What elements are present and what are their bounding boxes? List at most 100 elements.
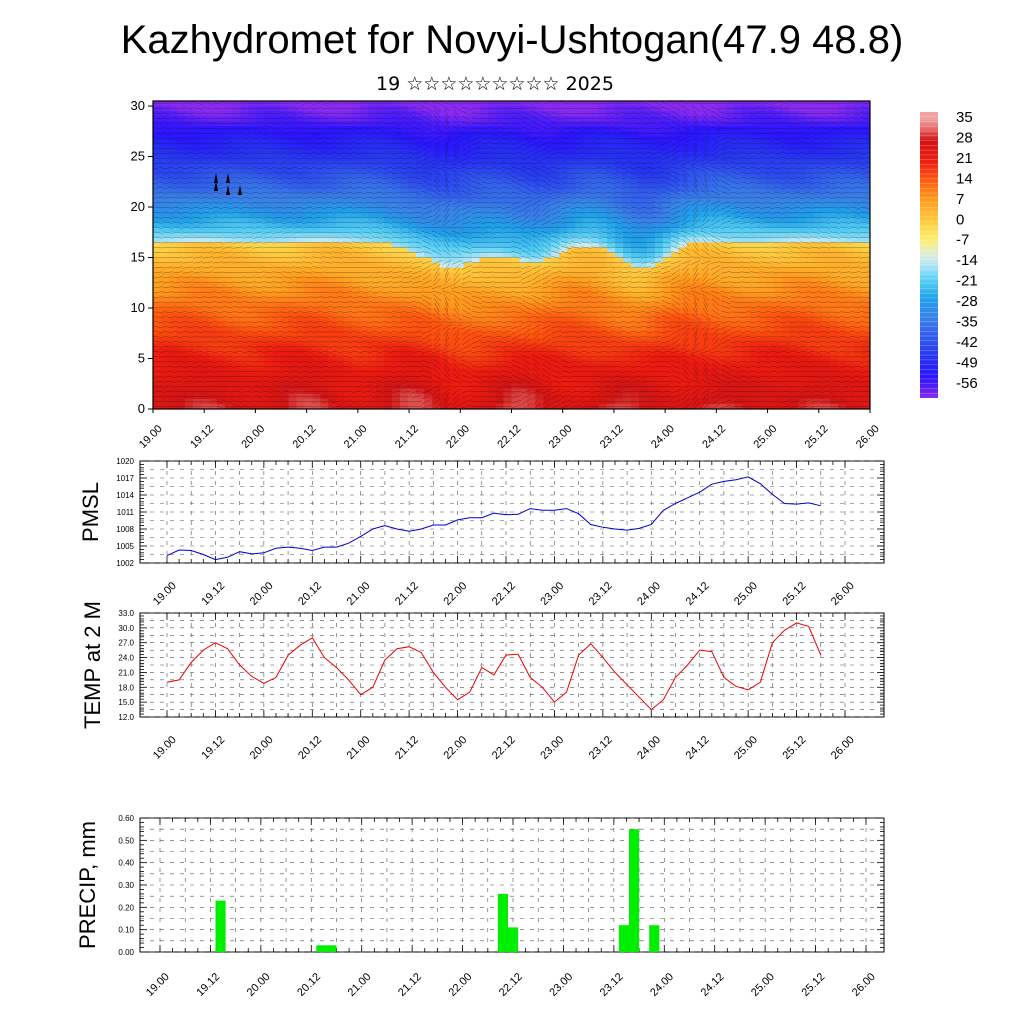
- heatmap-cell: [248, 227, 258, 233]
- heatmap-cell: [694, 287, 704, 294]
- heatmap-cell: [599, 272, 608, 279]
- heatmap-cell: [623, 101, 632, 107]
- heatmap-cell: [384, 318, 393, 324]
- heatmap-cell: [654, 313, 664, 319]
- heatmap-cell: [153, 308, 162, 314]
- heatmap-cell: [415, 131, 425, 137]
- heatmap-cell: [646, 201, 656, 208]
- heatmap-cell: [734, 101, 744, 107]
- heatmap-cell: [399, 136, 409, 142]
- heatmap-cell: [599, 247, 608, 254]
- heatmap-cell: [790, 323, 799, 329]
- heatmap-cell: [519, 338, 529, 344]
- heatmap-cell: [392, 348, 401, 355]
- heatmap-cell: [822, 282, 831, 289]
- heatmap-cell: [567, 297, 576, 304]
- heatmap-cell: [511, 323, 521, 329]
- heatmap-cell: [583, 126, 592, 132]
- heatmap-cell: [455, 313, 465, 319]
- heatmap-cell: [256, 287, 266, 294]
- heatmap-cell: [376, 363, 385, 370]
- heatmap-cell: [256, 368, 266, 375]
- heatmap-cell: [519, 227, 529, 233]
- heatmap-cell: [360, 237, 369, 243]
- heatmap-cell: [447, 277, 457, 284]
- heatmap-cell: [670, 217, 680, 223]
- heatmap-cell: [686, 363, 696, 370]
- heatmap-cell: [503, 222, 513, 228]
- heatmap-cell: [328, 323, 337, 329]
- heatmap-cell: [376, 247, 385, 254]
- heatmap-cell: [615, 217, 624, 223]
- heatmap-cell: [814, 252, 823, 259]
- heatmap-cell: [216, 121, 226, 127]
- heatmap-cell: [455, 186, 465, 193]
- heatmap-cell: [575, 287, 584, 294]
- heatmap-cell: [224, 262, 234, 269]
- heatmap-cell: [750, 252, 760, 259]
- heatmap-cell: [439, 171, 449, 178]
- heatmap-cell: [726, 318, 736, 324]
- heatmap-cell: [822, 308, 831, 314]
- heatmap-cell: [718, 333, 728, 339]
- heatmap-cell: [638, 222, 648, 228]
- heatmap-cell: [599, 313, 608, 319]
- heatmap-cell: [495, 302, 505, 309]
- heatmap-cell: [447, 207, 457, 213]
- heatmap-cell: [726, 252, 736, 259]
- heatmap-cell: [591, 222, 600, 228]
- heatmap-cell: [240, 222, 250, 228]
- heatmap-cell: [200, 287, 210, 294]
- heatmap-cell: [216, 338, 226, 344]
- heatmap-cell: [806, 368, 815, 375]
- heatmap-cell: [153, 297, 162, 304]
- heatmap-cell: [479, 257, 489, 264]
- heatmap-cell: [734, 272, 744, 279]
- heatmap-cell: [646, 101, 656, 107]
- heatmap-cell: [551, 191, 560, 198]
- heatmap-cell: [224, 282, 234, 289]
- heatmap-cell: [304, 282, 313, 289]
- heatmap-cell: [646, 287, 656, 294]
- heatmap-cell: [575, 161, 584, 168]
- heatmap-cell: [615, 272, 624, 279]
- heatmap-cell: [368, 242, 377, 249]
- heatmap-cell: [846, 313, 855, 319]
- heatmap-cell: [447, 272, 457, 279]
- heatmap-cell: [336, 217, 345, 223]
- heatmap-cell: [272, 101, 282, 107]
- heatmap-cell: [814, 196, 823, 203]
- heatmap-cell: [184, 308, 194, 314]
- heatmap-cell: [160, 136, 170, 142]
- heatmap-cell: [415, 247, 425, 254]
- heatmap-cell: [360, 217, 369, 223]
- heatmap-cell: [352, 111, 361, 117]
- heatmap-cell: [511, 106, 521, 112]
- heatmap-cell: [352, 257, 361, 264]
- heatmap-cell: [384, 358, 393, 365]
- heatmap-cell: [463, 237, 473, 243]
- heatmap-cell: [575, 302, 584, 309]
- heatmap-cell: [694, 333, 704, 339]
- heatmap-cell: [710, 212, 720, 218]
- heatmap-cell: [344, 151, 353, 158]
- heatmap-cell: [631, 186, 640, 193]
- heatmap-cell: [192, 207, 202, 213]
- heatmap-cell: [766, 212, 775, 218]
- heatmap-cell: [280, 217, 290, 223]
- heatmap-cell: [591, 302, 600, 309]
- heatmap-cell: [766, 196, 775, 203]
- heatmap-cell: [200, 191, 210, 198]
- heatmap-cell: [638, 302, 648, 309]
- heatmap-cell: [240, 302, 250, 309]
- heatmap-cell: [726, 161, 736, 168]
- heatmap-cell: [774, 287, 783, 294]
- heatmap-cell: [758, 262, 768, 269]
- heatmap-cell: [846, 353, 855, 360]
- heatmap-cell: [575, 126, 584, 132]
- heatmap-cell: [495, 232, 505, 238]
- heatmap-cell: [615, 196, 624, 203]
- heatmap-cell: [240, 111, 250, 117]
- heatmap-cell: [822, 111, 831, 117]
- heatmap-cell: [487, 282, 497, 289]
